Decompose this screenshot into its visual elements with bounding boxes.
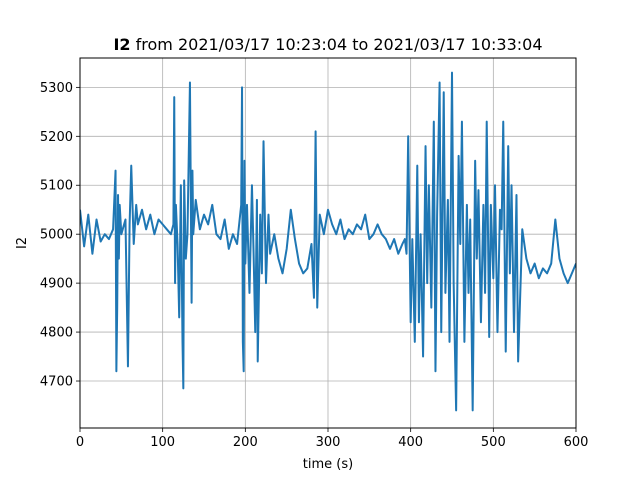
- x-tick-label: 100: [150, 435, 175, 450]
- y-tick-label: 5000: [40, 228, 73, 243]
- chart-title-rest: from 2021/03/17 10:23:04 to 2021/03/17 1…: [131, 35, 543, 54]
- y-tick-label: 4900: [40, 277, 73, 292]
- y-tick-label: 4800: [40, 326, 73, 341]
- x-tick-label: 500: [481, 435, 506, 450]
- y-axis-label: I2: [15, 237, 30, 249]
- x-axis-label: time (s): [303, 457, 353, 472]
- chart-title-bold: I2: [113, 35, 130, 54]
- x-axis: 0 100 200 300 400 500 600: [76, 428, 589, 450]
- x-tick-label: 0: [76, 435, 84, 450]
- x-tick-label: 300: [316, 435, 341, 450]
- chart-title: I2 from 2021/03/17 10:23:04 to 2021/03/1…: [113, 35, 542, 54]
- series-line: [80, 71, 576, 412]
- y-axis: 4700 4800 4900 5000 5100 5200 5300: [40, 81, 80, 390]
- y-tick-label: 4700: [40, 375, 73, 390]
- y-tick-label: 5300: [40, 81, 73, 96]
- plot-area: [80, 71, 576, 412]
- x-tick-label: 600: [564, 435, 589, 450]
- x-tick-label: 400: [398, 435, 423, 450]
- y-tick-label: 5100: [40, 179, 73, 194]
- y-tick-label: 5200: [40, 130, 73, 145]
- x-tick-label: 200: [233, 435, 258, 450]
